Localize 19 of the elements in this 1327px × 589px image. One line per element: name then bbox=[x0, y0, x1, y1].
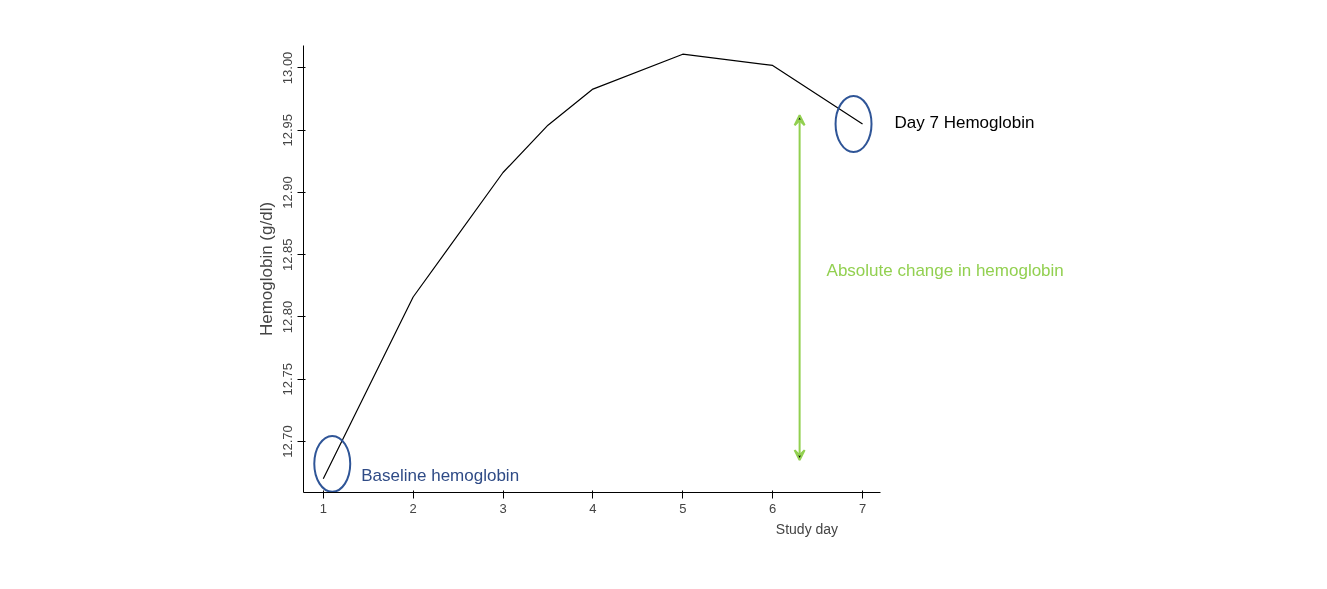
x-tick-label: 7 bbox=[858, 500, 867, 516]
x-tick-label: 2 bbox=[409, 500, 417, 516]
y-tick-label: 12.85 bbox=[280, 238, 296, 271]
x-tick-label: 6 bbox=[769, 500, 777, 516]
y-tick-label: 12.70 bbox=[280, 425, 296, 458]
x-tick-label: 1 bbox=[319, 500, 327, 516]
y-axis-title: Hemoglobin (g/dl) bbox=[256, 201, 276, 337]
y-tick-label: 12.75 bbox=[280, 362, 296, 396]
y-tick-label: 12.90 bbox=[280, 176, 296, 209]
x-tick-label: 3 bbox=[499, 500, 507, 516]
annotation: Day 7 Hemoglobin bbox=[894, 112, 1035, 132]
y-tick-label: 13.00 bbox=[280, 51, 296, 85]
annotation: Baseline hemoglobin bbox=[361, 465, 520, 485]
x-tick-label: 5 bbox=[679, 500, 687, 516]
y-tick-label: 12.80 bbox=[280, 300, 296, 334]
annotation: Absolute change in hemoglobin bbox=[826, 260, 1064, 280]
y-tick-label: 12.95 bbox=[280, 113, 296, 147]
x-tick-label: 4 bbox=[589, 500, 597, 516]
x-axis-title: Study day bbox=[775, 520, 839, 537]
